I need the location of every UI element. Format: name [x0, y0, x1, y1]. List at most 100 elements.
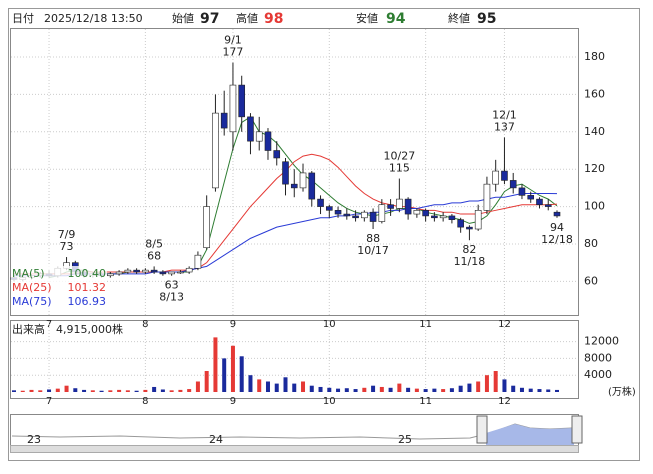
candle-body — [466, 226, 473, 230]
annotation-date: 12/1 — [492, 108, 517, 121]
volume-bar — [327, 387, 332, 392]
volume-bar — [283, 377, 288, 392]
volume-bar — [248, 375, 253, 392]
volume-bar — [301, 381, 306, 392]
x-tick-label: 9 — [230, 396, 236, 407]
volume-bar — [414, 388, 419, 392]
volume-bar — [222, 358, 227, 392]
volume-bar — [265, 381, 270, 392]
volume-bar — [528, 388, 533, 392]
x-tick-label: 8 — [142, 396, 148, 407]
candle-body — [378, 204, 386, 222]
volume-unit: (万株) — [608, 385, 636, 398]
candle-body — [474, 210, 482, 230]
y-tick-label: 4000 — [584, 368, 612, 381]
range-handle-right[interactable] — [571, 415, 583, 444]
volume-bar — [230, 345, 235, 392]
volume-bar — [555, 389, 559, 392]
candle-body — [299, 172, 307, 189]
scrollbar[interactable] — [10, 445, 579, 453]
candle-body — [527, 195, 535, 200]
volume-bar — [432, 388, 437, 392]
volume-bar — [108, 390, 113, 392]
candle-body — [238, 84, 246, 118]
candle-body — [115, 271, 123, 275]
volume-bar — [397, 383, 402, 392]
volume-bar — [423, 389, 428, 392]
year-label: 24 — [209, 433, 223, 446]
annotation-date: 11/18 — [454, 255, 486, 268]
candle-body — [492, 170, 499, 185]
candle-body — [404, 198, 412, 215]
candle-body — [159, 271, 167, 275]
date-label: 日付 — [12, 12, 34, 25]
volume-bar — [134, 390, 139, 392]
candle-body — [273, 150, 281, 159]
candle-body — [334, 210, 342, 215]
candle-body — [457, 219, 464, 228]
volume-bar — [476, 381, 481, 392]
datetime: 2025/12/18 13:50 — [44, 12, 143, 25]
annotation-value: 94 — [550, 221, 564, 234]
volume-bar — [388, 387, 393, 392]
candle-body — [229, 84, 237, 133]
volume-bar — [519, 387, 524, 392]
volume-bar — [195, 381, 200, 392]
candle-body — [396, 198, 403, 209]
range-handle-left[interactable] — [476, 415, 488, 444]
candle-body — [203, 206, 210, 249]
volume-bar — [546, 389, 551, 392]
candle-body — [518, 187, 526, 196]
candle-body — [124, 269, 132, 273]
candle-body — [343, 213, 351, 217]
legend-value: 100.40 — [68, 267, 107, 280]
volume-bar — [82, 389, 87, 392]
annotation-date: 8/13 — [159, 291, 184, 304]
annotation-value: 137 — [494, 120, 515, 133]
annotation-value: 68 — [147, 249, 161, 262]
high-label: 高値 — [236, 11, 258, 25]
year-label: 25 — [398, 433, 412, 446]
volume-panel — [10, 320, 579, 399]
y-tick-label: 140 — [584, 125, 605, 138]
close: 95 — [477, 11, 496, 27]
volume-bar — [213, 337, 218, 392]
volume-bar — [353, 389, 358, 392]
volume-bar — [458, 385, 463, 392]
candle-body — [290, 183, 298, 189]
legend-box — [11, 266, 107, 310]
volume-bar — [318, 386, 323, 392]
legend-value: 106.93 — [68, 295, 107, 308]
candle-body — [431, 215, 438, 219]
volume-total: 4,915,000株 — [56, 322, 123, 336]
y-tick-label: 80 — [584, 237, 598, 250]
volume-bar — [344, 388, 349, 392]
annotation-date: 10/17 — [357, 244, 389, 257]
low: 94 — [386, 11, 406, 27]
price-panel — [10, 28, 579, 316]
volume-bar — [292, 383, 297, 392]
candle-body — [264, 131, 272, 151]
legend-name: MA(25) — [12, 281, 52, 294]
candle-body — [483, 183, 491, 211]
annotation-value: 115 — [389, 162, 410, 175]
candle-body — [448, 215, 456, 220]
annotation-value: 63 — [165, 279, 179, 292]
annotation-value: 88 — [366, 232, 380, 245]
volume-bar — [55, 388, 60, 392]
x-tick-label: 12 — [498, 396, 511, 407]
candle-body — [133, 269, 140, 273]
candle-body — [107, 273, 114, 277]
volume-bar — [467, 383, 472, 392]
candle-body — [369, 211, 377, 222]
low-label: 安値 — [356, 11, 378, 25]
volume-bar — [502, 379, 507, 392]
volume-bar — [29, 389, 34, 392]
volume-bar — [257, 379, 262, 392]
volume-bar — [449, 388, 454, 392]
volume-bar — [511, 385, 516, 392]
y-tick-label: 8000 — [584, 351, 612, 364]
volume-bar — [484, 375, 489, 392]
candle-body — [317, 198, 324, 207]
volume-bar — [204, 370, 209, 392]
